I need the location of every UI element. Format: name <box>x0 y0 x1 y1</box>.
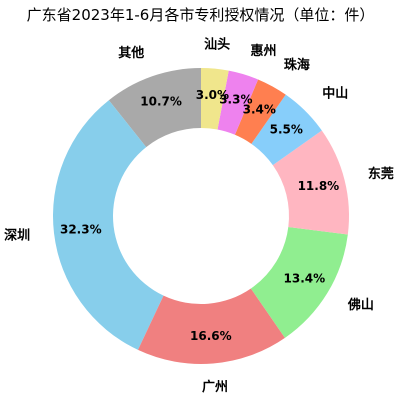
category-label-dongguan: 东莞 <box>368 166 394 182</box>
category-label-zhongshan: 中山 <box>322 85 348 101</box>
category-label-zhuhai: 珠海 <box>284 57 310 73</box>
percent-label-other: 10.7% <box>140 94 182 108</box>
category-label-shantou: 汕头 <box>204 36 230 52</box>
percent-label-zhongshan: 5.5% <box>270 123 303 137</box>
percent-label-shantou: 3.0% <box>196 88 229 102</box>
slice-zhuhai <box>234 79 286 144</box>
percent-label-huizhou: 3.3% <box>219 93 252 107</box>
percent-label-dongguan: 11.8% <box>298 179 340 193</box>
category-label-guangzhou: 广州 <box>202 379 228 395</box>
slice-huizhou <box>217 70 259 135</box>
slice-dongguan <box>272 130 349 235</box>
slice-foshan <box>250 227 348 338</box>
percent-label-group: 10.7% 32.3% 16.6% 13.4% 11.8% 5.5% 3.4%3.3%3.0… <box>60 88 339 343</box>
percent-label-zhuhai: 3.4% <box>243 102 276 116</box>
category-label-shenzhen: 深圳 <box>4 227 30 243</box>
slice-guangzhou <box>137 288 285 365</box>
category-label-huizhou: 惠州 <box>251 43 277 59</box>
slice-shantou <box>201 68 229 130</box>
slice-other <box>108 68 201 148</box>
percent-label-guangzhou: 16.6% <box>190 329 232 343</box>
slice-group <box>53 68 349 365</box>
category-label-foshan: 佛山 <box>347 297 374 313</box>
percent-label-shenzhen: 32.3% <box>60 223 102 237</box>
category-label-other: 其他 <box>118 45 144 61</box>
slice-shenzhen <box>53 100 164 350</box>
chart-title: 广东省2023年1-6月各市专利授权情况（单位：件） <box>26 6 375 24</box>
percent-label-foshan: 13.4% <box>284 271 326 285</box>
slice-zhongshan <box>251 94 322 166</box>
